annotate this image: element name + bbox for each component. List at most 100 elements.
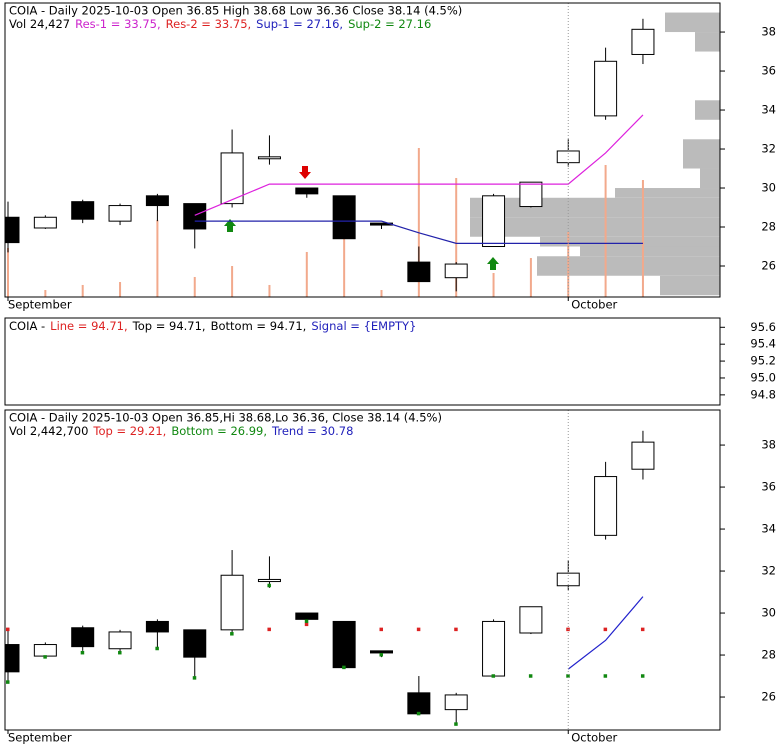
volume-bar <box>380 290 383 297</box>
panel-frame <box>4 317 721 406</box>
candle-body <box>108 205 132 222</box>
volume-profile-bar <box>615 188 720 198</box>
signal-dot <box>379 627 383 632</box>
volume-bar <box>305 251 308 297</box>
volume-profile-bar <box>540 236 720 247</box>
y-tick-label: 28 <box>761 220 776 234</box>
y-tick-label: 95.2 <box>750 354 776 368</box>
candle-body <box>33 644 57 657</box>
volume-bar <box>604 165 607 297</box>
candle-body <box>108 631 132 650</box>
volume-bar <box>268 284 271 297</box>
legend-item: Sup-2 = 27.16 <box>348 17 431 31</box>
legend-item: Top = 94.71, <box>132 319 206 333</box>
panel-title: COIA - Daily 2025-10-03 Open 36.85 High … <box>9 4 462 18</box>
signal-dot <box>304 619 309 623</box>
volume-bar <box>455 177 458 297</box>
volume-profile-bar <box>470 197 720 218</box>
legend-item: Bottom = 94.71, <box>211 319 307 333</box>
candle-body <box>5 644 20 673</box>
signal-dot <box>640 674 645 678</box>
signal-arrows <box>224 166 499 270</box>
legend-item: Sup-1 = 27.16, <box>256 17 343 31</box>
candle-body <box>631 441 655 470</box>
candle-body <box>71 627 95 648</box>
volume-bar <box>81 284 84 297</box>
volume-bar <box>156 219 159 297</box>
legend-item: Vol 2,442,700 <box>9 424 88 438</box>
panel-title: COIA - Daily 2025-10-03 Open 36.85,Hi 38… <box>9 411 442 425</box>
panel-frame <box>4 409 721 731</box>
signal-dot <box>6 680 10 684</box>
candle-body <box>183 629 207 658</box>
signal-dot <box>118 650 122 655</box>
candle-body <box>556 572 580 587</box>
candle-body <box>220 152 244 205</box>
candle-body <box>519 181 543 208</box>
volume-bar <box>193 276 196 297</box>
signal-dot <box>416 711 421 716</box>
x-tick-label: September <box>8 298 72 312</box>
candle-body <box>183 203 207 230</box>
volume-profile-bar <box>665 12 720 33</box>
indicator-line <box>194 114 644 216</box>
legend-item: Line = 94.71, <box>50 319 128 333</box>
y-tick-label: 28 <box>761 648 776 662</box>
volume-bar <box>417 148 420 297</box>
y-tick-label: 32 <box>761 564 776 578</box>
volume-profile-bar <box>537 256 720 276</box>
signal-dot <box>342 665 346 670</box>
x-tick-label: October <box>571 298 617 312</box>
y-tick-label: 36 <box>761 480 776 494</box>
x-tick-label: September <box>8 731 72 745</box>
volume-bar <box>343 204 346 297</box>
candle-body <box>257 578 281 583</box>
y-tick-label: 26 <box>761 259 776 273</box>
signal-dot <box>267 627 271 632</box>
candle-body <box>295 612 319 620</box>
volume-bar <box>231 266 234 297</box>
signal-dot <box>155 646 159 651</box>
candle-body <box>482 195 506 248</box>
signal-dot <box>80 650 85 655</box>
y-tick-label: 95.0 <box>750 370 776 384</box>
candle-body <box>631 28 655 55</box>
volume-bar <box>529 258 532 297</box>
candle-body <box>145 620 169 633</box>
legend: Vol 24,427 Res-1 = 33.75, Res-2 = 33.75, Su… <box>9 17 431 31</box>
y-tick-label: 38 <box>761 438 776 452</box>
signal-dot <box>267 583 271 588</box>
signal-dot <box>6 627 10 632</box>
signal-dot <box>43 655 47 659</box>
signal-dot <box>528 674 533 678</box>
signal-dot <box>640 627 645 632</box>
legend-item: Vol 24,427 <box>9 17 70 31</box>
candle-body <box>220 574 244 631</box>
x-tick-label: October <box>571 731 617 745</box>
legend-item: Res-2 = 33.75, <box>166 17 252 31</box>
candle-body <box>332 620 356 669</box>
volume-profile-bar <box>470 217 720 237</box>
legend: Vol 2,442,700 Top = 29.21, Bottom = 26.99,… <box>9 424 353 438</box>
candle-body <box>594 476 618 536</box>
candle-body <box>332 195 356 240</box>
candle-body <box>295 187 319 195</box>
signal-dot <box>603 674 608 678</box>
y-tick-label: 36 <box>761 64 776 78</box>
panel-frame <box>4 2 721 298</box>
signal-dot <box>603 627 608 632</box>
signal-dot <box>304 622 309 627</box>
signal-dot <box>379 653 383 657</box>
volume-bar <box>119 282 122 297</box>
volume-profile-bar <box>700 168 720 189</box>
volume-profile-bar <box>695 100 720 120</box>
signal-dot <box>230 632 234 636</box>
volume-profile-bar <box>660 275 720 296</box>
candle-body <box>444 263 468 279</box>
y-tick-label: 32 <box>761 142 776 156</box>
volume-profile-bar <box>683 139 720 169</box>
candle-body <box>370 650 393 654</box>
y-tick-label: 26 <box>761 690 776 704</box>
